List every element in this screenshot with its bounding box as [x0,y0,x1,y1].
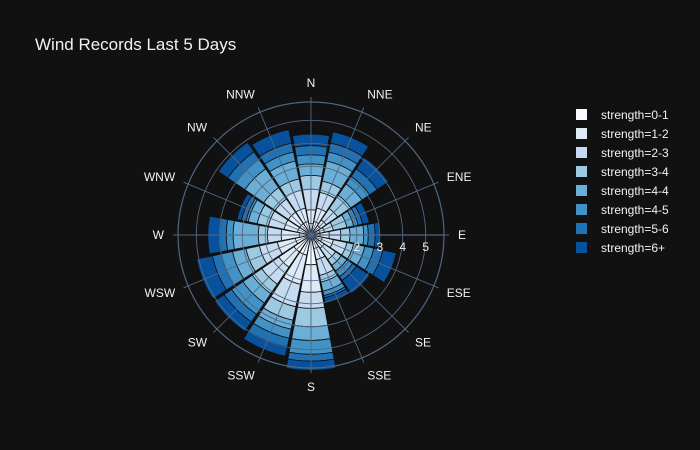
direction-label-nw: NW [187,121,208,135]
legend-label: strength=5-6 [601,222,669,236]
direction-label-ese: ESE [447,286,471,300]
direction-label-sse: SSE [367,368,391,382]
legend-label: strength=3-4 [601,165,669,179]
angular-tick-ese [433,285,439,289]
angular-tick-sw [213,328,218,333]
bar-segment-nne-7[interactable] [329,131,370,157]
legend-swatch [576,128,587,139]
angular-gridline-wsw [187,234,312,287]
legend-item-3[interactable]: strength=3-4 [576,165,669,179]
legend-item-4[interactable]: strength=4-4 [576,184,669,198]
direction-label-ne: NE [415,121,432,135]
direction-label-w: W [153,228,165,242]
legend-label: strength=6+ [601,241,665,255]
legend-label: strength=4-4 [601,184,669,198]
chart-title: Wind Records Last 5 Days [35,35,236,54]
angular-tick-nw [213,137,218,142]
legend-swatch [576,223,587,234]
radial-tick-label-4: 4 [399,240,406,254]
legend-item-6[interactable]: strength=5-6 [576,222,669,236]
angular-gridline-se [310,234,406,330]
angular-tick-se [404,328,409,333]
angular-tick-ssw [257,357,261,363]
legend-item-1[interactable]: strength=1-2 [576,127,669,141]
direction-label-nne: NNE [367,88,392,102]
legend-swatch [576,166,587,177]
direction-label-wsw: WSW [145,286,176,300]
legend-label: strength=1-2 [601,127,669,141]
angular-gridline-ne [310,140,406,236]
bars-layer [196,129,397,371]
radial-tick-label-2: 2 [354,240,361,254]
grid-layer [173,97,449,373]
angular-gridline-ese [310,234,435,287]
radial-tick-label-5: 5 [422,240,429,254]
angular-tick-sse [361,357,365,363]
legend-label: strength=0-1 [601,108,669,122]
angular-tick-wsw [183,285,189,289]
direction-label-nnw: NNW [226,88,255,102]
legend-swatch [576,185,587,196]
angular-tick-nne [361,107,365,113]
direction-label-n: N [307,76,316,90]
direction-label-se: SE [415,335,431,349]
direction-label-sw: SW [188,335,208,349]
angular-gridline-ene [310,183,435,236]
direction-label-s: S [307,380,315,394]
legend-swatch [576,204,587,215]
direction-label-e: E [458,228,466,242]
angular-gridline-nne [310,111,363,236]
legend-item-0[interactable]: strength=0-1 [576,108,669,122]
legend-item-5[interactable]: strength=4-5 [576,203,669,217]
angular-gridline-sse [310,234,363,359]
angular-gridline-sw [216,234,312,330]
bar-segment-ese-7[interactable] [371,249,397,284]
legend-item-7[interactable]: strength=6+ [576,241,665,255]
legend-label: strength=4-5 [601,203,669,217]
radial-tick-label-3: 3 [376,240,383,254]
angular-tick-wnw [183,181,189,185]
legend-label: strength=2-3 [601,146,669,160]
legend-item-2[interactable]: strength=2-3 [576,146,669,160]
angular-gridline-wnw [187,183,312,236]
angular-tick-ne [404,137,409,142]
legend-swatch [576,147,587,158]
legend-swatch [576,109,587,120]
angular-tick-ene [433,181,439,185]
direction-label-ssw: SSW [227,368,255,382]
legend-swatch [576,242,587,253]
legend[interactable]: strength=0-1 strength=1-2 strength=2-3 stre… [576,108,669,255]
direction-label-ene: ENE [447,170,472,184]
angular-gridline-nnw [259,111,312,236]
angular-gridline-nw [216,140,312,236]
bar-segment-nnw-7[interactable] [251,129,293,157]
direction-label-wnw: WNW [144,170,176,184]
bar-segment-wsw-7[interactable] [196,255,228,300]
angular-tick-nnw [257,107,261,113]
labels-layer: N NNE NE ENE E ESE SE SSE S SSW SW WSW W WNW NW NNW 2 3 4 5 [144,76,472,394]
angular-gridline-ssw [259,234,312,359]
